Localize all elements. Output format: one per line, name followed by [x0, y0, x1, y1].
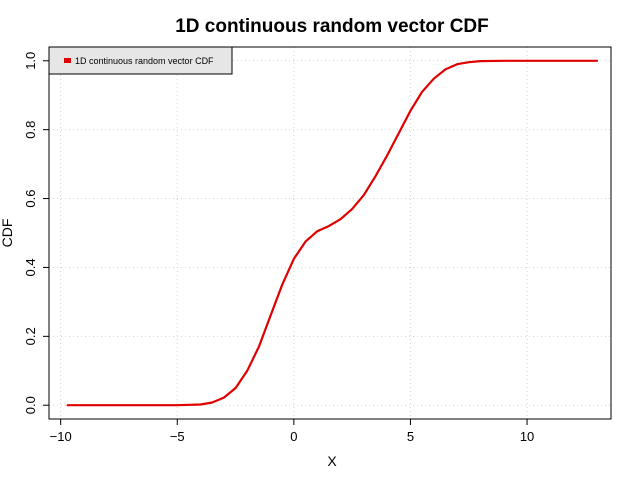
x-tick-label: 5 [407, 429, 414, 444]
y-tick-label: 0.2 [23, 327, 38, 345]
y-axis-label: CDF [0, 219, 15, 248]
legend: 1D continuous random vector CDF [48, 46, 233, 75]
x-axis-label: X [327, 453, 337, 469]
y-tick-label: 0.4 [23, 258, 38, 276]
x-tick-label: −10 [50, 429, 72, 444]
y-axis: 0.0 0.2 0.4 0.6 0.8 1.0 [23, 52, 49, 414]
plot-frame [48, 46, 612, 420]
cdf-series-line [66, 59, 599, 407]
x-tick-label: −5 [170, 429, 185, 444]
legend-swatch [64, 58, 71, 63]
y-tick-label: 0.6 [23, 190, 38, 208]
chart-title: 1D continuous random vector CDF [175, 16, 489, 37]
legend-box [48, 46, 233, 75]
y-tick-label: 0.8 [23, 121, 38, 139]
x-tick-label: 10 [520, 429, 534, 444]
legend-label: 1D continuous random vector CDF [75, 56, 214, 66]
x-tick-label: 0 [290, 429, 297, 444]
y-tick-label: 0.0 [23, 396, 38, 414]
y-tick-label: 1.0 [23, 52, 38, 70]
grid [49, 47, 611, 419]
x-axis: −10 −5 0 5 10 [50, 419, 534, 444]
